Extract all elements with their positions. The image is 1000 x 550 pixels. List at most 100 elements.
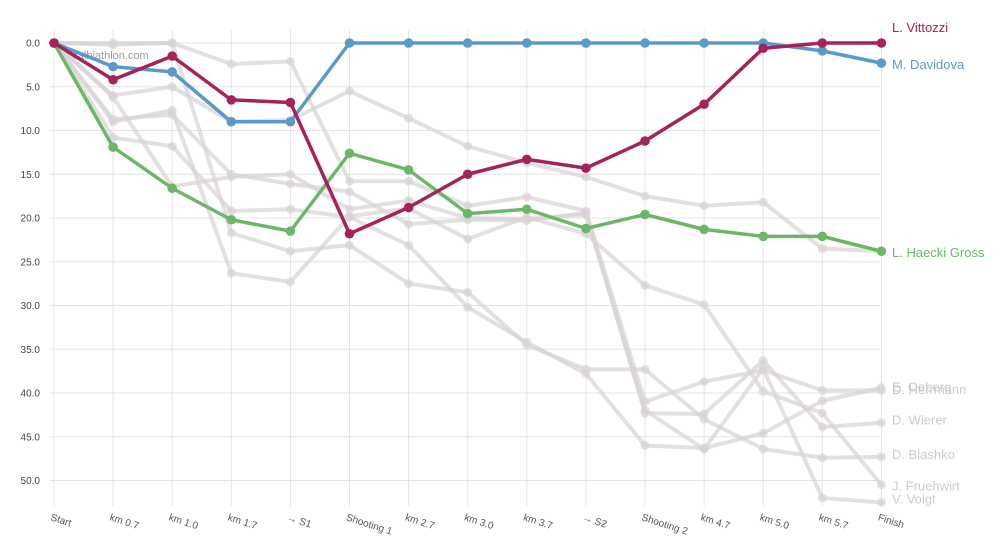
data-point[interactable]: [167, 51, 177, 61]
data-point[interactable]: [226, 228, 236, 238]
data-point[interactable]: [285, 116, 296, 127]
data-point[interactable]: [344, 38, 355, 48]
data-point[interactable]: [404, 279, 414, 289]
data-point[interactable]: [522, 204, 532, 215]
data-point[interactable]: [108, 74, 118, 85]
data-point[interactable]: [581, 223, 591, 234]
data-point[interactable]: [226, 95, 237, 105]
data-point[interactable]: [699, 377, 709, 387]
data-point[interactable]: [285, 204, 295, 214]
data-point[interactable]: [167, 183, 177, 194]
data-point[interactable]: [108, 92, 118, 102]
data-point[interactable]: [522, 38, 532, 48]
data-point[interactable]: [876, 452, 886, 462]
data-point[interactable]: [226, 59, 236, 69]
data-point[interactable]: [404, 113, 414, 123]
data-point[interactable]: [640, 280, 650, 290]
data-point[interactable]: [108, 142, 118, 152]
data-point[interactable]: [285, 56, 295, 66]
data-point[interactable]: [463, 201, 473, 211]
data-point[interactable]: [285, 277, 295, 287]
data-point[interactable]: [640, 209, 650, 220]
data-point[interactable]: [167, 67, 177, 77]
data-point[interactable]: [463, 287, 473, 297]
data-point[interactable]: [699, 444, 709, 454]
data-point[interactable]: [345, 211, 354, 221]
data-point[interactable]: [817, 493, 827, 503]
data-point[interactable]: [699, 300, 709, 310]
data-point[interactable]: [758, 386, 768, 396]
data-point[interactable]: [817, 244, 827, 254]
data-point[interactable]: [522, 192, 532, 202]
data-point[interactable]: [463, 234, 473, 244]
data-point[interactable]: [403, 202, 414, 213]
data-point[interactable]: [344, 148, 355, 159]
data-point[interactable]: [522, 154, 532, 165]
data-point[interactable]: [876, 480, 886, 490]
data-point[interactable]: [345, 86, 354, 96]
data-point[interactable]: [285, 169, 295, 179]
data-point[interactable]: [226, 172, 236, 182]
data-point[interactable]: [404, 196, 414, 205]
data-point[interactable]: [226, 206, 236, 216]
data-point[interactable]: [876, 383, 886, 393]
data-point[interactable]: [285, 179, 295, 189]
data-point[interactable]: [817, 408, 827, 418]
data-point[interactable]: [758, 43, 768, 54]
data-point[interactable]: [758, 428, 768, 438]
data-point[interactable]: [285, 226, 296, 236]
data-point[interactable]: [522, 214, 532, 224]
data-point[interactable]: [285, 246, 295, 256]
data-point[interactable]: [758, 444, 768, 454]
data-point[interactable]: [581, 38, 591, 48]
data-point[interactable]: [226, 268, 236, 278]
data-point[interactable]: [404, 219, 414, 229]
series-m-davidova[interactable]: [49, 38, 887, 127]
data-point[interactable]: [403, 38, 414, 48]
data-point[interactable]: [640, 441, 650, 450]
data-point[interactable]: [699, 414, 709, 424]
data-point[interactable]: [876, 497, 886, 507]
data-point[interactable]: [581, 172, 591, 182]
data-point[interactable]: [876, 246, 887, 257]
series-l-vittozzi[interactable]: [49, 38, 887, 239]
data-point[interactable]: [108, 117, 118, 127]
data-point[interactable]: [108, 40, 118, 50]
data-point[interactable]: [758, 197, 768, 207]
data-point[interactable]: [226, 214, 237, 225]
data-point[interactable]: [462, 208, 473, 219]
data-point[interactable]: [462, 169, 473, 180]
data-point[interactable]: [876, 58, 887, 68]
data-point[interactable]: [817, 396, 827, 406]
data-point[interactable]: [699, 224, 709, 235]
data-point[interactable]: [817, 453, 827, 463]
data-point[interactable]: [462, 38, 473, 48]
data-point[interactable]: [108, 61, 118, 72]
data-point[interactable]: [345, 187, 354, 197]
data-point[interactable]: [817, 231, 828, 242]
data-point[interactable]: [404, 240, 414, 250]
data-point[interactable]: [581, 369, 591, 379]
data-point[interactable]: [876, 38, 887, 48]
data-point[interactable]: [463, 302, 473, 312]
data-point[interactable]: [817, 422, 827, 432]
data-point[interactable]: [403, 165, 414, 175]
data-point[interactable]: [817, 38, 828, 48]
data-point[interactable]: [522, 337, 532, 347]
data-point[interactable]: [699, 38, 709, 48]
data-point[interactable]: [876, 418, 886, 428]
data-point[interactable]: [581, 163, 591, 173]
data-point[interactable]: [167, 105, 177, 115]
data-point[interactable]: [758, 231, 768, 242]
data-point[interactable]: [640, 364, 650, 374]
data-point[interactable]: [699, 99, 709, 110]
data-point[interactable]: [167, 82, 177, 92]
data-point[interactable]: [640, 191, 650, 201]
data-point[interactable]: [49, 38, 59, 48]
data-point[interactable]: [345, 176, 354, 186]
data-point[interactable]: [581, 210, 591, 219]
data-point[interactable]: [226, 116, 237, 127]
data-point[interactable]: [167, 141, 177, 151]
data-point[interactable]: [345, 204, 354, 214]
data-point[interactable]: [640, 38, 650, 48]
